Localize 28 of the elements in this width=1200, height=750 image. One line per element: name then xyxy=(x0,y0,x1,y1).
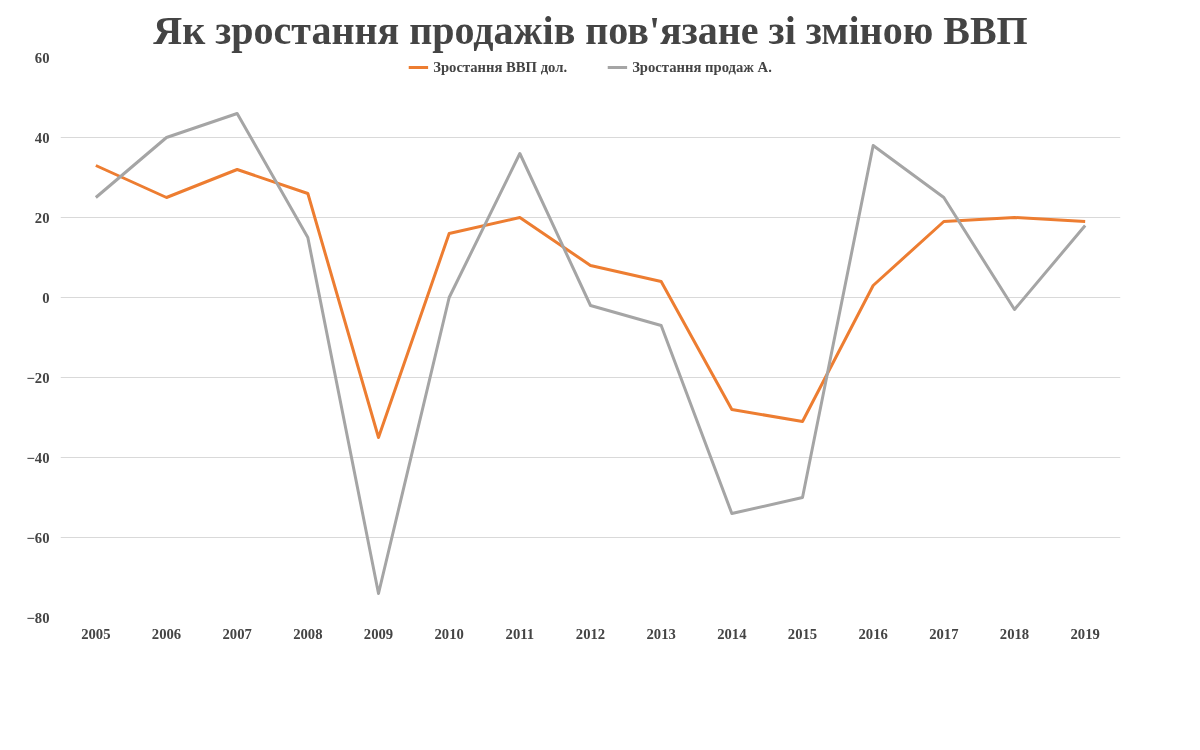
y-tick-label: 20 xyxy=(34,209,50,226)
y-tick-label: −80 xyxy=(26,609,50,626)
x-tick-label: 2007 xyxy=(222,625,252,642)
x-tick-label: 2017 xyxy=(929,625,959,642)
y-tick-label: 40 xyxy=(34,129,50,146)
legend-label: Зростання ВВП дол. xyxy=(433,58,568,76)
y-tick-label: −40 xyxy=(26,449,50,466)
y-tick-label: −20 xyxy=(26,369,50,386)
x-tick-label: 2009 xyxy=(363,625,394,642)
line-series xyxy=(94,112,1087,595)
y-tick-label: −60 xyxy=(26,529,50,546)
x-tick-label: 2014 xyxy=(717,625,748,642)
chart-title: Як зростання продажів пов'язане зі зміною ВВП xyxy=(153,7,1028,53)
x-tick-label: 2018 xyxy=(999,625,1030,642)
x-tick-label: 2005 xyxy=(81,625,111,642)
legend-label: Зростання продаж А. xyxy=(632,58,772,76)
x-tick-label: 2011 xyxy=(505,625,535,642)
x-tick-label: 2019 xyxy=(1070,625,1100,642)
x-tick-label: 2008 xyxy=(293,625,323,642)
y-tick-label: 0 xyxy=(42,289,50,306)
line-series xyxy=(94,164,1087,439)
x-tick-label: 2016 xyxy=(858,625,888,642)
x-tick-label: 2006 xyxy=(151,625,182,642)
y-tick-label: 60 xyxy=(34,49,50,66)
x-tick-label: 2012 xyxy=(575,625,606,642)
x-tick-label: 2015 xyxy=(787,625,818,642)
x-tick-label: 2013 xyxy=(646,625,676,642)
x-tick-label: 2010 xyxy=(434,625,464,642)
